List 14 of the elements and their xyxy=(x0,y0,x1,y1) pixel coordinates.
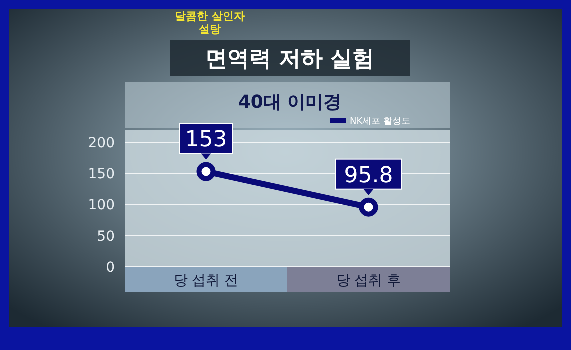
y-tick-label: 0 xyxy=(106,260,115,276)
chart-title: 면역력 저하 실험 xyxy=(205,47,375,72)
x-tick-label: 당 섭취 후 xyxy=(336,273,402,289)
y-tick-label: 100 xyxy=(88,198,115,214)
data-label: 153 xyxy=(185,128,228,153)
y-tick-label: 50 xyxy=(97,228,115,245)
chart-subtitle: 40대 이미경 xyxy=(238,92,342,113)
text: 달콤한 살인자 xyxy=(175,10,245,23)
data-label: 95.8 xyxy=(344,163,394,188)
text: 설탕 xyxy=(198,23,221,36)
y-tick-label: 200 xyxy=(88,135,115,152)
legend-label: NK세포 활성도 xyxy=(350,117,410,127)
x-tick-label: 당 섭취 전 xyxy=(174,273,239,289)
y-tick-label: 150 xyxy=(88,166,115,183)
